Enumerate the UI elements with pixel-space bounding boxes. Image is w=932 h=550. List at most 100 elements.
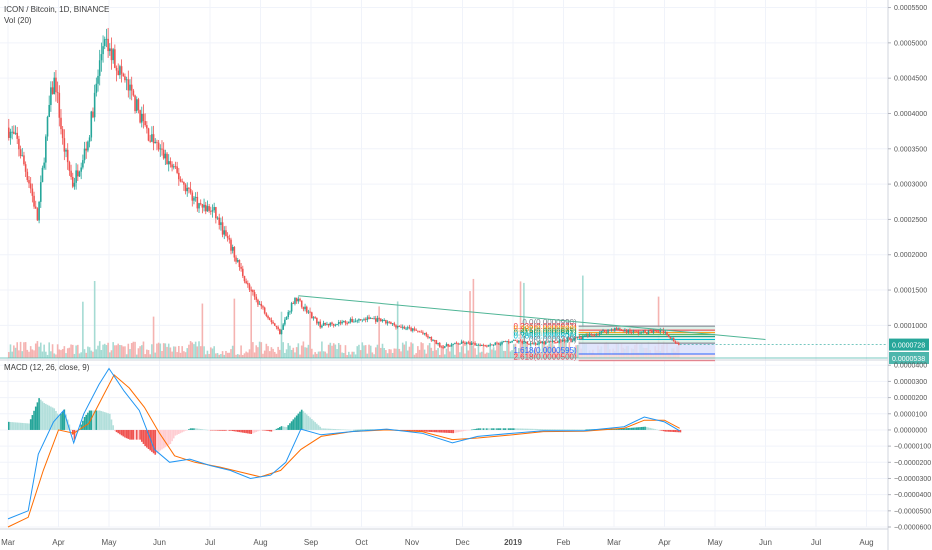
volume-bar (282, 342, 284, 358)
macd-histogram-bar (666, 429, 668, 432)
macd-histogram-bar (260, 429, 263, 431)
volume-bar (297, 343, 300, 358)
volume-bar (102, 344, 104, 358)
macd-histogram-bar (309, 417, 311, 430)
macd-histogram-bar (531, 428, 534, 430)
candle-body (324, 322, 327, 325)
volume-bar (43, 344, 45, 358)
candle-body (45, 136, 47, 163)
macd-histogram-bar (548, 429, 550, 430)
volume-bar (53, 353, 56, 358)
fib-level-label: 0.618(0.0000841) (513, 329, 577, 338)
macd-histogram-bar (188, 429, 190, 430)
macd-histogram-bar (41, 401, 44, 430)
volume-bar (243, 353, 246, 358)
macd-histogram-bar (475, 428, 478, 430)
volume-bar (122, 346, 125, 358)
macd-histogram-bar (16, 422, 19, 430)
volume-bar (225, 350, 227, 358)
volume-bar (19, 341, 22, 358)
macd-histogram-bar (363, 429, 365, 431)
macd-histogram-bar (103, 412, 106, 430)
macd-histogram-bar (679, 429, 682, 433)
macd-histogram-bar (250, 429, 252, 434)
macd-histogram-bar (304, 412, 306, 430)
candle-body (401, 326, 404, 328)
volume-bar (550, 343, 552, 358)
volume-bar (144, 354, 146, 358)
volume-bar (496, 344, 498, 358)
volume-bar (218, 354, 221, 358)
macd-histogram-bar (132, 429, 135, 440)
volume-bar (546, 345, 549, 358)
volume-bar (523, 282, 525, 358)
macd-histogram-bar (127, 429, 130, 439)
macd-histogram-bar (358, 429, 360, 431)
hline-badge (889, 352, 929, 364)
macd-histogram-bar (331, 428, 333, 430)
volume-bar (124, 346, 126, 358)
macd-histogram-bar (519, 428, 522, 430)
volume-bar (33, 350, 35, 358)
candle-body (332, 323, 335, 326)
candle-body (378, 318, 380, 319)
volume-bar (272, 348, 274, 358)
candle-body (176, 166, 178, 173)
volume-bar (58, 349, 61, 358)
volume-bar (183, 351, 185, 358)
volume-bar (519, 281, 522, 358)
volume-bar (561, 341, 564, 358)
candle-body (635, 330, 638, 332)
candle-body (120, 66, 123, 74)
macd-histogram-bar (75, 429, 77, 436)
macd-histogram-bar (39, 399, 42, 430)
macd-histogram-bar (184, 429, 187, 431)
macd-histogram-bar (408, 429, 411, 431)
volume-bar (518, 348, 520, 358)
volume-bar (486, 352, 488, 358)
volume-bar (280, 311, 283, 358)
candle-body (260, 303, 263, 307)
volume-bar (534, 346, 537, 358)
macd-histogram-bar (671, 429, 673, 432)
volume-bar (420, 342, 423, 358)
volume-bar (189, 341, 192, 358)
volume-bar (502, 350, 505, 358)
macd-histogram-bar (550, 429, 552, 430)
candle-body (48, 104, 50, 117)
fib-level-label: 0.5(0.0000869) (522, 327, 577, 336)
macd-histogram-bar (342, 429, 345, 430)
volume-bar (110, 350, 113, 358)
macd-histogram-bar (273, 429, 276, 431)
macd-histogram-bar (472, 429, 475, 430)
macd-y-tick-label: −0.0000400 (894, 492, 931, 499)
macd-histogram-bar (417, 429, 419, 432)
volume-bar (176, 352, 178, 358)
volume-bar (442, 345, 444, 358)
x-tick-label: Nov (405, 538, 419, 547)
macd-histogram-bar (470, 429, 473, 431)
macd-histogram-bar (270, 429, 273, 432)
macd-histogram-bar (252, 429, 254, 434)
y-tick-label: 0.0003500 (894, 146, 927, 153)
fib-zone (578, 353, 715, 361)
candle-body (252, 290, 254, 293)
candle-body (433, 340, 436, 341)
candle-body (206, 206, 209, 212)
volume-bar (430, 347, 433, 358)
candle-body (428, 337, 431, 338)
candle-body (23, 155, 25, 165)
volume-bar (544, 346, 547, 358)
candle-body (578, 336, 581, 338)
macd-histogram-bar (178, 429, 180, 434)
volume-bar (415, 353, 417, 358)
candle-body (645, 332, 648, 334)
volume-bar (417, 346, 419, 358)
volume-bar (169, 347, 172, 358)
macd-histogram-bar (102, 411, 104, 430)
candle-body (669, 336, 672, 339)
candle-body (16, 132, 19, 139)
candle-body (211, 210, 214, 212)
macd-histogram-bar (29, 419, 32, 430)
x-tick-label: May (101, 538, 116, 547)
